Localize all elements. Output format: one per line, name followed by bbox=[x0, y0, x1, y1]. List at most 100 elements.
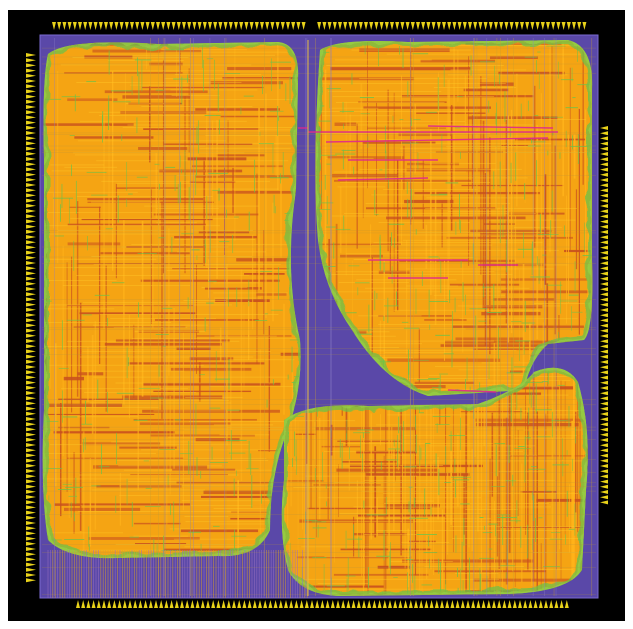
io-pad bbox=[26, 198, 36, 203]
lower-right-block bbox=[281, 367, 588, 596]
io-pad bbox=[244, 22, 249, 30]
io-pad bbox=[26, 448, 36, 453]
io-pad bbox=[362, 600, 366, 608]
io-pad bbox=[434, 600, 439, 608]
io-pad bbox=[561, 22, 566, 30]
io-pad bbox=[263, 600, 268, 608]
io-pad bbox=[455, 600, 460, 608]
io-pad bbox=[91, 600, 96, 608]
io-pad bbox=[431, 22, 436, 30]
io-pad bbox=[424, 600, 429, 608]
io-pad bbox=[325, 600, 330, 608]
io-pad bbox=[600, 386, 608, 390]
io-pad bbox=[600, 214, 608, 219]
io-pad bbox=[72, 22, 77, 30]
io-pad bbox=[26, 370, 36, 375]
io-pad bbox=[280, 22, 285, 30]
io-pad bbox=[559, 600, 564, 608]
io-pad bbox=[26, 307, 36, 312]
io-pad bbox=[247, 600, 252, 608]
io-pad bbox=[535, 22, 540, 30]
io-pad bbox=[26, 302, 36, 307]
io-pad bbox=[540, 22, 545, 30]
routed-layout bbox=[42, 38, 596, 598]
io-pad bbox=[388, 600, 392, 608]
io-pad bbox=[600, 157, 608, 162]
io-pad bbox=[26, 183, 36, 187]
io-pad bbox=[600, 282, 608, 286]
io-pad bbox=[497, 600, 502, 608]
io-pad bbox=[364, 22, 368, 30]
io-pad bbox=[520, 22, 524, 30]
io-pad bbox=[549, 600, 554, 608]
io-pad bbox=[600, 172, 608, 177]
io-pad bbox=[26, 515, 36, 520]
io-pad bbox=[26, 396, 36, 401]
io-pad bbox=[218, 22, 223, 30]
io-pad bbox=[512, 600, 517, 608]
io-pad bbox=[211, 600, 216, 608]
highlighted-net bbox=[337, 177, 429, 181]
io-pad bbox=[600, 500, 608, 505]
io-pad bbox=[382, 600, 387, 608]
io-pad bbox=[171, 22, 176, 30]
io-pad bbox=[525, 22, 530, 30]
io-pad bbox=[538, 600, 543, 608]
io-pad bbox=[468, 22, 472, 30]
io-pad bbox=[268, 600, 273, 608]
io-pad bbox=[26, 541, 36, 546]
io-pad bbox=[26, 235, 36, 239]
io-pad bbox=[530, 22, 535, 30]
io-pad bbox=[161, 22, 166, 30]
io-pad bbox=[600, 287, 608, 292]
io-pad bbox=[150, 22, 155, 30]
io-pad bbox=[26, 203, 36, 208]
io-pad bbox=[159, 600, 164, 608]
io-pad bbox=[403, 600, 408, 608]
io-pad bbox=[26, 120, 36, 125]
io-pad bbox=[600, 334, 608, 338]
io-pad bbox=[600, 250, 608, 255]
io-pad bbox=[26, 146, 36, 151]
io-pad bbox=[62, 22, 67, 30]
io-pad bbox=[488, 22, 493, 30]
io-pad bbox=[26, 99, 36, 104]
io-pad bbox=[26, 313, 36, 317]
io-pad bbox=[26, 380, 36, 385]
io-pad bbox=[26, 297, 36, 302]
io-pad bbox=[270, 22, 275, 30]
io-pad bbox=[26, 125, 36, 130]
io-pad bbox=[26, 224, 36, 229]
io-pad bbox=[582, 22, 587, 30]
io-pad bbox=[26, 567, 36, 572]
io-pad bbox=[600, 412, 608, 416]
io-pad bbox=[600, 349, 608, 354]
io-pad bbox=[26, 323, 36, 328]
io-pad bbox=[600, 427, 608, 432]
io-pad bbox=[408, 600, 413, 608]
io-pad bbox=[546, 22, 550, 30]
io-pad bbox=[600, 188, 608, 193]
io-pad bbox=[379, 22, 384, 30]
io-pad bbox=[600, 391, 608, 396]
io-pad bbox=[26, 219, 36, 224]
io-pad bbox=[26, 531, 36, 536]
io-pad bbox=[226, 600, 231, 608]
io-pad bbox=[436, 22, 441, 30]
io-pad bbox=[471, 600, 476, 608]
io-pad bbox=[88, 22, 93, 30]
io-pad bbox=[26, 474, 36, 479]
io-pad bbox=[478, 22, 483, 30]
io-pad bbox=[143, 600, 148, 608]
io-pad bbox=[26, 271, 36, 276]
io-pad bbox=[600, 474, 608, 479]
io-pad bbox=[26, 250, 36, 255]
io-pad bbox=[26, 401, 36, 406]
io-pad bbox=[133, 600, 138, 608]
io-pad bbox=[504, 22, 509, 30]
io-pad bbox=[26, 240, 36, 245]
io-pad bbox=[502, 600, 507, 608]
io-pad bbox=[26, 287, 36, 291]
io-pad bbox=[445, 600, 450, 608]
io-pad bbox=[600, 469, 608, 474]
